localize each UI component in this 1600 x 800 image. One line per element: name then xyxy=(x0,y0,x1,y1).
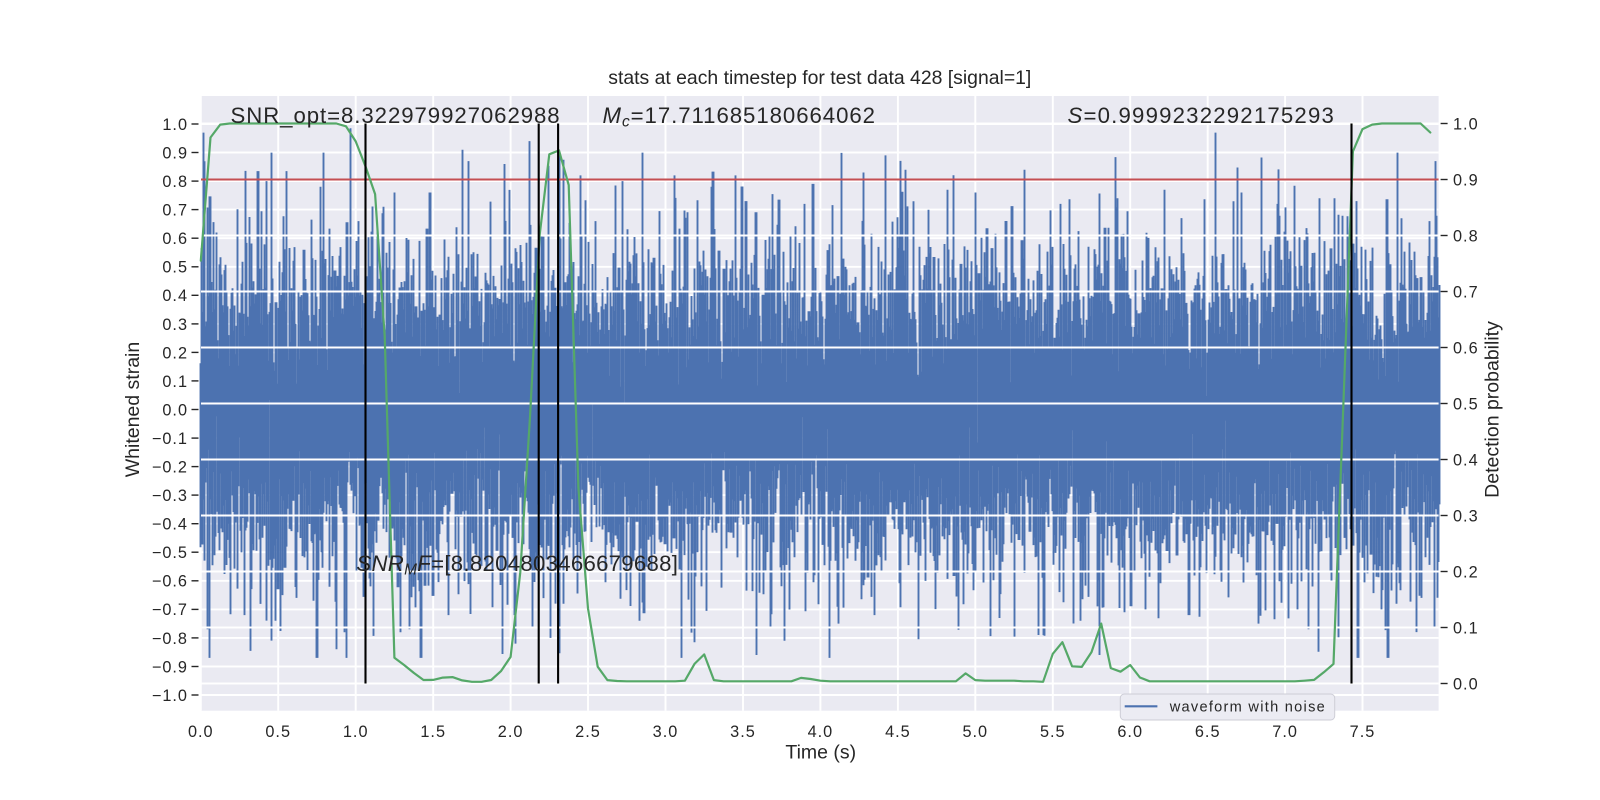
svg-text:0.0: 0.0 xyxy=(188,723,214,741)
svg-text:1.0: 1.0 xyxy=(162,116,188,134)
svg-text:0.7: 0.7 xyxy=(162,202,188,220)
svg-text:0.5: 0.5 xyxy=(1453,395,1479,413)
svg-text:0.1: 0.1 xyxy=(162,373,188,391)
svg-text:−0.1: −0.1 xyxy=(152,430,188,448)
svg-text:0.5: 0.5 xyxy=(162,259,188,277)
svg-text:0.4: 0.4 xyxy=(1453,451,1479,469)
svg-text:0.9: 0.9 xyxy=(1453,171,1479,189)
svg-text:SNR_opt=8.322979927062988: SNR_opt=8.322979927062988 xyxy=(231,103,561,128)
svg-text:−0.7: −0.7 xyxy=(152,601,188,619)
svg-text:−1.0: −1.0 xyxy=(152,687,188,705)
svg-text:S=0.9999232292175293: S=0.9999232292175293 xyxy=(1068,103,1336,128)
svg-text:−0.6: −0.6 xyxy=(152,573,188,591)
svg-text:0.4: 0.4 xyxy=(162,287,188,305)
svg-text:Whitened strain: Whitened strain xyxy=(122,342,144,477)
svg-text:3.5: 3.5 xyxy=(730,723,756,741)
svg-text:0.2: 0.2 xyxy=(162,344,188,362)
svg-text:−0.8: −0.8 xyxy=(152,630,188,648)
svg-text:4.5: 4.5 xyxy=(885,723,911,741)
svg-text:Time (s): Time (s) xyxy=(785,742,856,764)
svg-text:2.5: 2.5 xyxy=(575,723,601,741)
svg-text:0.6: 0.6 xyxy=(1453,339,1479,357)
svg-text:5.5: 5.5 xyxy=(1040,723,1066,741)
svg-text:0.0: 0.0 xyxy=(162,401,188,419)
svg-text:0.3: 0.3 xyxy=(1453,507,1479,525)
svg-text:6.5: 6.5 xyxy=(1195,723,1221,741)
svg-text:0.7: 0.7 xyxy=(1453,283,1479,301)
svg-text:0.8: 0.8 xyxy=(162,173,188,191)
svg-text:0.3: 0.3 xyxy=(162,316,188,334)
svg-text:−0.3: −0.3 xyxy=(152,487,188,505)
svg-text:waveform with noise: waveform with noise xyxy=(1169,700,1326,716)
svg-text:4.0: 4.0 xyxy=(808,723,834,741)
svg-text:2.0: 2.0 xyxy=(498,723,524,741)
svg-text:7.0: 7.0 xyxy=(1272,723,1298,741)
svg-text:−0.2: −0.2 xyxy=(152,459,188,477)
svg-text:0.9: 0.9 xyxy=(162,144,188,162)
svg-text:1.0: 1.0 xyxy=(1453,115,1479,133)
svg-text:−0.4: −0.4 xyxy=(152,516,188,534)
svg-text:SNRMF=[8.8204803466679688]: SNRMF=[8.8204803466679688] xyxy=(356,551,678,578)
svg-text:−0.9: −0.9 xyxy=(152,658,188,676)
svg-text:0.2: 0.2 xyxy=(1453,563,1479,581)
svg-text:−0.5: −0.5 xyxy=(152,544,188,562)
svg-text:Detection probability: Detection probability xyxy=(1481,321,1503,498)
svg-text:5.0: 5.0 xyxy=(962,723,988,741)
svg-text:1.0: 1.0 xyxy=(343,723,369,741)
svg-text:Mc=17.711685180664062: Mc=17.711685180664062 xyxy=(603,103,876,130)
svg-text:1.5: 1.5 xyxy=(420,723,446,741)
svg-text:stats at each timestep for tes: stats at each timestep for test data 428… xyxy=(608,67,1031,89)
svg-text:6.0: 6.0 xyxy=(1117,723,1143,741)
svg-text:7.5: 7.5 xyxy=(1350,723,1376,741)
svg-text:0.1: 0.1 xyxy=(1453,619,1479,637)
svg-text:0.0: 0.0 xyxy=(1453,675,1479,693)
svg-text:0.8: 0.8 xyxy=(1453,227,1479,245)
svg-text:3.0: 3.0 xyxy=(653,723,679,741)
svg-text:0.5: 0.5 xyxy=(265,723,291,741)
svg-text:0.6: 0.6 xyxy=(162,230,188,248)
